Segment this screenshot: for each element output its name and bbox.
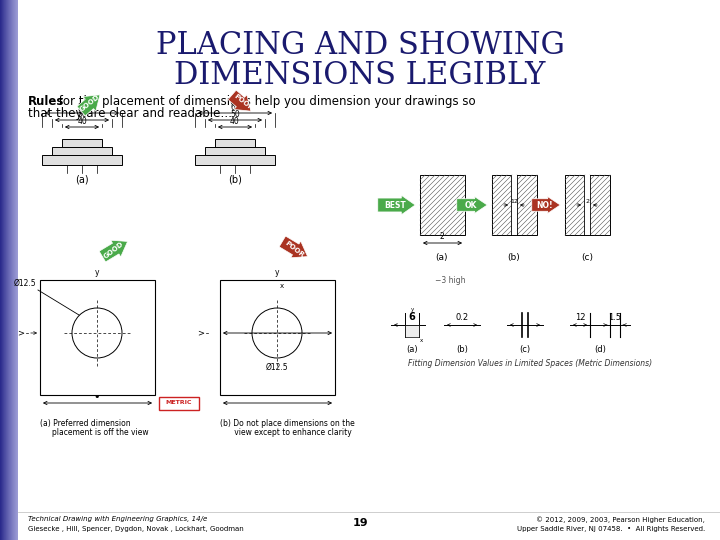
Text: 12: 12 — [510, 199, 518, 204]
Text: (a): (a) — [406, 345, 418, 354]
Text: DIMENSIONS LEGIBLY: DIMENSIONS LEGIBLY — [174, 59, 546, 91]
FancyArrowPatch shape — [228, 90, 251, 111]
Text: (b): (b) — [456, 345, 468, 354]
Bar — [40, 280, 155, 395]
Text: y: y — [410, 307, 413, 312]
Bar — [420, 175, 465, 235]
Bar — [12, 0, 13, 540]
Bar — [5, 0, 6, 540]
Text: view except to enhance clarity: view except to enhance clarity — [220, 428, 352, 437]
Bar — [42, 155, 122, 165]
Text: •: • — [94, 392, 100, 402]
Text: that they are clear and readable…: that they are clear and readable… — [28, 107, 232, 120]
Bar — [405, 325, 419, 337]
Bar — [10, 0, 11, 540]
Text: 50: 50 — [230, 110, 240, 119]
Bar — [9, 0, 10, 540]
Text: placement is off the view: placement is off the view — [40, 428, 148, 437]
Text: x: x — [280, 283, 284, 289]
Bar — [4, 0, 5, 540]
Circle shape — [252, 308, 302, 358]
Text: (d): (d) — [594, 345, 606, 354]
Text: >: > — [17, 328, 24, 338]
Bar — [13, 0, 14, 540]
Bar — [3, 0, 4, 540]
Text: (a): (a) — [75, 175, 89, 185]
Text: Ø12.5: Ø12.5 — [266, 363, 288, 372]
Text: 0.2: 0.2 — [456, 313, 469, 322]
Text: Rules: Rules — [28, 95, 64, 108]
Text: 40: 40 — [77, 117, 87, 126]
Bar — [195, 155, 275, 165]
FancyArrowPatch shape — [77, 95, 100, 116]
Text: 2: 2 — [440, 232, 444, 241]
FancyBboxPatch shape — [159, 397, 199, 410]
Bar — [14, 0, 15, 540]
Text: (b): (b) — [508, 253, 521, 262]
Text: Ø12.5: Ø12.5 — [14, 279, 36, 288]
Bar — [7, 0, 8, 540]
Text: y: y — [275, 268, 279, 277]
Text: METRIC: METRIC — [166, 401, 192, 406]
Bar — [62, 139, 102, 147]
Text: for the placement of dimensions help you dimension your drawings so: for the placement of dimensions help you… — [55, 95, 476, 108]
Text: 1.5: 1.5 — [608, 313, 621, 322]
Text: (b): (b) — [228, 175, 242, 185]
Bar — [511, 175, 517, 235]
Bar — [584, 175, 590, 235]
Bar — [8, 0, 9, 540]
Text: PLACING AND SHOWING: PLACING AND SHOWING — [156, 30, 564, 60]
Bar — [15, 0, 16, 540]
Bar — [1, 0, 2, 540]
Text: 2: 2 — [585, 199, 589, 204]
Bar — [16, 0, 17, 540]
Bar — [205, 147, 265, 155]
Text: POOR: POOR — [233, 93, 253, 111]
Text: (a) Preferred dimension: (a) Preferred dimension — [40, 419, 130, 428]
FancyArrowPatch shape — [279, 236, 307, 258]
Text: Fitting Dimension Values in Limited Spaces (Metric Dimensions): Fitting Dimension Values in Limited Spac… — [408, 359, 652, 368]
Text: 40: 40 — [230, 117, 240, 126]
Text: NO!: NO! — [536, 200, 553, 210]
Bar — [215, 139, 255, 147]
Bar — [52, 147, 112, 155]
Text: (c): (c) — [519, 345, 531, 354]
Text: 12: 12 — [575, 313, 585, 322]
Text: Giesecke , Hill, Spencer, Dygdon, Novak , Lockhart, Goodman: Giesecke , Hill, Spencer, Dygdon, Novak … — [28, 526, 244, 532]
Bar — [0, 0, 1, 540]
Bar — [220, 280, 335, 395]
Text: Upper Saddle River, NJ 07458.  •  All Rights Reserved.: Upper Saddle River, NJ 07458. • All Righ… — [517, 526, 705, 532]
Text: GOOD: GOOD — [79, 93, 101, 113]
Text: (a): (a) — [436, 253, 449, 262]
Text: (b) Do not place dimensions on the: (b) Do not place dimensions on the — [220, 419, 355, 428]
Text: (c): (c) — [581, 253, 593, 262]
Text: 19: 19 — [352, 518, 368, 528]
FancyArrowPatch shape — [378, 195, 415, 215]
Text: BEST: BEST — [384, 200, 406, 210]
FancyArrowPatch shape — [456, 197, 487, 213]
Text: 62: 62 — [230, 103, 240, 112]
Bar — [2, 0, 3, 540]
Bar — [492, 175, 537, 235]
FancyArrowPatch shape — [99, 240, 127, 262]
Bar — [11, 0, 12, 540]
Bar — [565, 175, 610, 235]
Text: 6: 6 — [409, 312, 415, 322]
Text: x: x — [420, 338, 423, 343]
Text: Technical Drawing with Engineering Graphics, 14/e: Technical Drawing with Engineering Graph… — [28, 516, 207, 522]
Text: y: y — [95, 268, 99, 277]
FancyArrowPatch shape — [532, 197, 560, 213]
Text: GOOD: GOOD — [103, 240, 125, 260]
Text: >: > — [197, 328, 204, 338]
Text: © 2012, 2009, 2003, Pearson Higher Education,: © 2012, 2009, 2003, Pearson Higher Educa… — [536, 516, 705, 523]
Text: POOR: POOR — [283, 240, 305, 258]
Text: OK: OK — [465, 200, 477, 210]
Circle shape — [72, 308, 122, 358]
Bar — [6, 0, 7, 540]
Text: −3 high: −3 high — [435, 276, 465, 285]
Text: 52: 52 — [77, 103, 87, 112]
Bar — [17, 0, 18, 540]
Text: 50: 50 — [77, 110, 87, 119]
